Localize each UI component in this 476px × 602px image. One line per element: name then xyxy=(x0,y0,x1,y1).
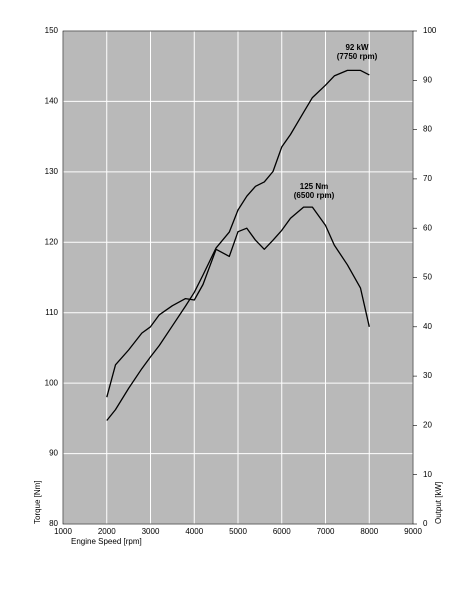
y2-tick-label: 0 xyxy=(423,519,428,528)
y2-tick-label: 90 xyxy=(423,75,432,84)
annotation: (6500 rpm) xyxy=(294,191,335,200)
x-tick-label: 4000 xyxy=(185,527,203,536)
y2-tick-label: 80 xyxy=(423,125,432,134)
y-tick-label: 140 xyxy=(45,97,59,106)
annotation: 125 Nm xyxy=(300,182,328,191)
plot-frame xyxy=(62,30,414,525)
y2-tick-label: 70 xyxy=(423,174,432,183)
y2-tick-label: 30 xyxy=(423,371,432,380)
x-axis-label: Engine Speed [rpm] xyxy=(71,537,142,546)
x-tick-label: 6000 xyxy=(273,527,291,536)
y2-tick-label: 40 xyxy=(423,322,432,331)
y-tick-label: 100 xyxy=(45,378,59,387)
y-tick-label: 80 xyxy=(49,519,58,528)
y-tick-label: 150 xyxy=(45,26,59,35)
y-tick-label: 90 xyxy=(49,449,58,458)
y-tick-label: 110 xyxy=(45,308,58,317)
y-axis-label: Torque [Nm] xyxy=(33,480,42,524)
y2-tick-label: 20 xyxy=(423,421,432,430)
annotation: 92 kW xyxy=(345,43,369,52)
x-tick-label: 1000 xyxy=(54,527,72,536)
x-tick-label: 5000 xyxy=(229,527,247,536)
y-tick-label: 130 xyxy=(45,167,59,176)
y2-tick-label: 50 xyxy=(423,273,432,282)
x-tick-label: 9000 xyxy=(404,527,422,536)
x-tick-label: 3000 xyxy=(142,527,160,536)
annotation: (7750 rpm) xyxy=(337,52,378,61)
y2-tick-label: 60 xyxy=(423,223,432,232)
x-tick-label: 7000 xyxy=(317,527,335,536)
line xyxy=(106,206,370,398)
y-tick-label: 120 xyxy=(45,237,59,246)
y2-tick-label: 10 xyxy=(423,470,432,479)
line xyxy=(106,69,370,421)
x-tick-label: 2000 xyxy=(98,527,116,536)
x-tick-label: 8000 xyxy=(360,527,378,536)
y2-axis-label: Output [kW] xyxy=(434,482,443,524)
y2-tick-label: 100 xyxy=(423,26,437,35)
